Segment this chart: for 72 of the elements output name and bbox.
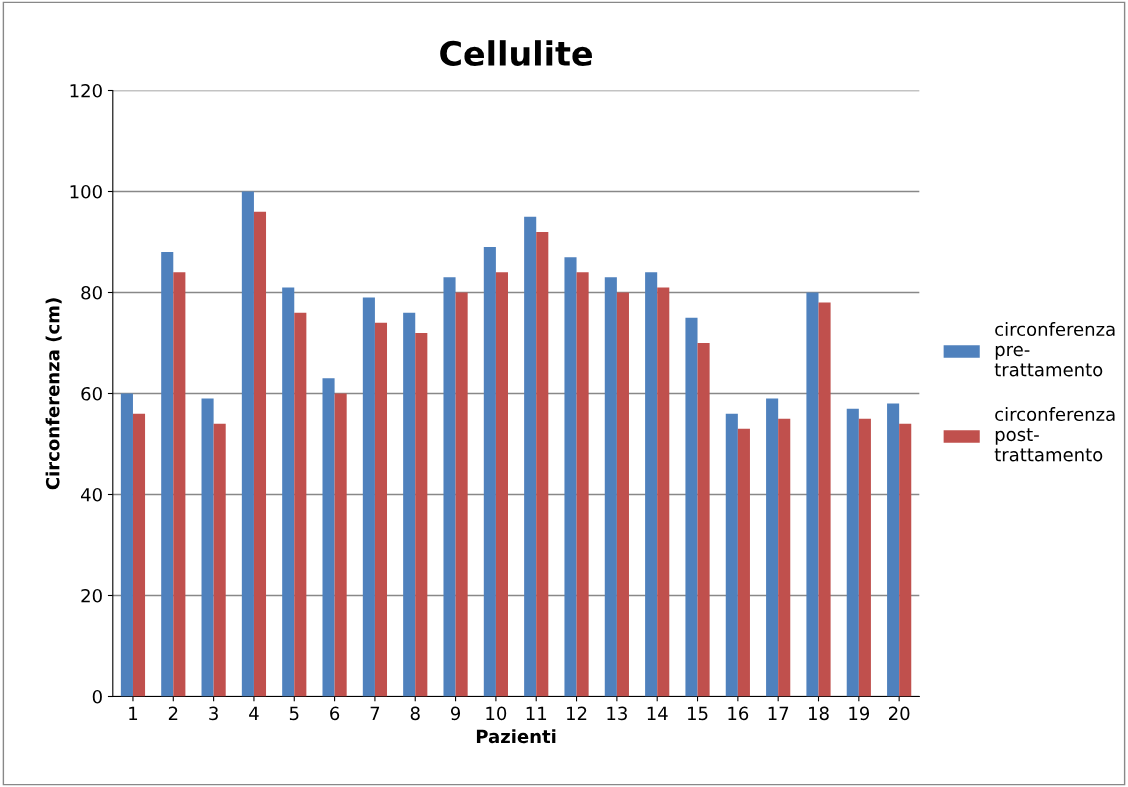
bar: [241, 191, 254, 697]
x-tick-label: 12: [567, 706, 587, 720]
bar: [495, 272, 508, 697]
legend-label: circonferenza pre-trattamento: [994, 322, 1115, 377]
bar: [846, 408, 859, 697]
bar: [403, 312, 416, 697]
bar: [282, 287, 295, 697]
bar: [213, 423, 226, 697]
bar: [858, 418, 871, 697]
bar: [685, 317, 698, 697]
bar: [374, 322, 388, 697]
x-tick-label: 16: [728, 706, 749, 721]
x-tick-label: 3: [209, 706, 218, 721]
x-tick-label: 15: [688, 706, 708, 721]
bar: [253, 211, 267, 697]
x-tick-label: 9: [450, 706, 461, 721]
bar: [322, 378, 335, 697]
x-tick-label: 10: [486, 706, 507, 721]
bar: [766, 398, 779, 697]
x-tick-label: 18: [809, 706, 829, 721]
y-tick-label: 0: [92, 689, 102, 704]
y-tick-label: 20: [81, 588, 102, 603]
bar: [536, 231, 549, 697]
x-tick-label: 5: [289, 706, 299, 721]
bar: [645, 272, 658, 697]
x-tick-label: 20: [888, 706, 910, 721]
bar: [161, 252, 174, 697]
bar: [120, 393, 133, 697]
bar: [483, 247, 496, 697]
bar: [334, 393, 347, 697]
x-tick-label: 17: [768, 706, 789, 720]
x-tick-label: 1: [129, 706, 138, 720]
bar: [201, 398, 214, 697]
y-tick-label: 120: [70, 83, 102, 98]
x-axis-title: Pazienti: [476, 729, 556, 744]
bar: [455, 292, 468, 697]
x-tick-label: 2: [168, 706, 178, 720]
bar: [132, 413, 146, 697]
chart-title: Cellulite: [440, 40, 592, 66]
bar: [524, 216, 537, 697]
bar: [818, 302, 831, 697]
y-axis-title: Circonferenza (cm): [45, 298, 62, 490]
legend-label: circonferenza post-trattamento: [994, 407, 1115, 462]
y-tick-label: 80: [81, 285, 102, 300]
bar: [737, 428, 750, 697]
x-tick-label: 14: [647, 706, 668, 720]
bar: [604, 277, 617, 697]
bar: [697, 343, 710, 697]
x-tick-label: 7: [370, 706, 380, 720]
bar: [173, 272, 186, 697]
bar: [616, 292, 629, 697]
bar: [657, 287, 670, 697]
y-tick-label: 40: [80, 487, 102, 502]
bar: [415, 332, 428, 697]
bar: [778, 418, 791, 697]
x-tick-label: 4: [249, 706, 259, 720]
bar: [294, 312, 307, 697]
bar: [806, 292, 819, 697]
x-tick-label: 6: [330, 706, 340, 721]
x-tick-label: 11: [526, 706, 547, 720]
bar: [725, 413, 738, 697]
bar: [362, 297, 375, 697]
bar: [899, 423, 912, 697]
bar: [564, 257, 577, 697]
bar: [576, 272, 589, 697]
x-tick-label: 13: [607, 706, 627, 721]
x-tick-label: 8: [410, 706, 420, 721]
bar: [443, 277, 456, 697]
y-tick-label: 60: [81, 386, 102, 401]
x-tick-label: 19: [849, 706, 870, 721]
bar: [887, 403, 900, 697]
y-tick-label: 100: [70, 184, 102, 199]
